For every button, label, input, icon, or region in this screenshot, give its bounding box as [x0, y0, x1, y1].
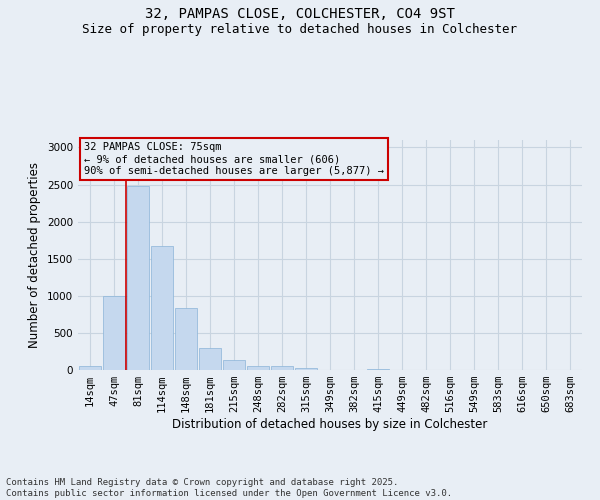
X-axis label: Distribution of detached houses by size in Colchester: Distribution of detached houses by size …: [172, 418, 488, 431]
Bar: [127, 186, 149, 370]
Bar: [79, 366, 101, 370]
Bar: [295, 368, 317, 370]
Text: Contains HM Land Registry data © Crown copyright and database right 2025.
Contai: Contains HM Land Registry data © Crown c…: [6, 478, 452, 498]
Bar: [103, 296, 125, 370]
Bar: [175, 308, 197, 370]
Bar: [271, 366, 293, 370]
Bar: [151, 246, 173, 370]
Bar: [199, 348, 221, 370]
Bar: [247, 366, 269, 370]
Bar: [367, 368, 389, 370]
Text: 32, PAMPAS CLOSE, COLCHESTER, CO4 9ST: 32, PAMPAS CLOSE, COLCHESTER, CO4 9ST: [145, 8, 455, 22]
Y-axis label: Number of detached properties: Number of detached properties: [28, 162, 41, 348]
Bar: [223, 360, 245, 370]
Text: 32 PAMPAS CLOSE: 75sqm
← 9% of detached houses are smaller (606)
90% of semi-det: 32 PAMPAS CLOSE: 75sqm ← 9% of detached …: [84, 142, 384, 176]
Text: Size of property relative to detached houses in Colchester: Size of property relative to detached ho…: [83, 22, 517, 36]
